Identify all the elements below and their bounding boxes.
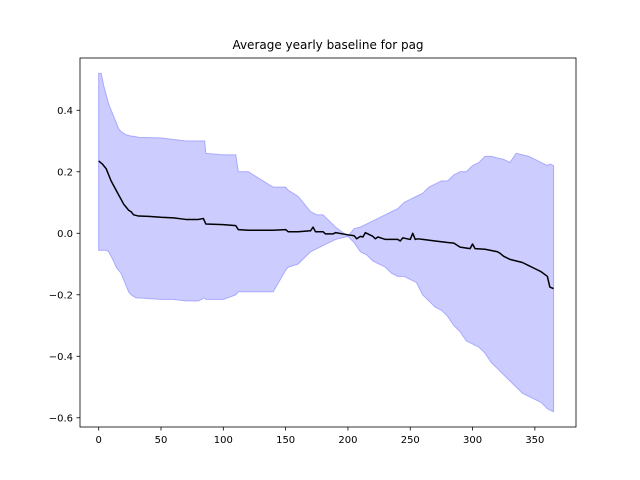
x-tick-label: 150 (276, 435, 295, 446)
y-tick-label: 0.2 (57, 167, 73, 178)
y-tick-label: 0.0 (57, 229, 73, 240)
chart-title: Average yearly baseline for pag (232, 38, 423, 52)
y-tick-label: 0.4 (57, 106, 73, 117)
axes-frame (79, 57, 577, 428)
x-tick-label: 300 (463, 435, 482, 446)
y-tick-label: −0.6 (49, 413, 73, 424)
mean-line (98, 160, 554, 290)
axes: 0 50 100 150 200 250 300 350 −0.6 −0.4 −0.2 0.0 0.2 0… (49, 57, 577, 446)
x-tick-label: 0 (96, 435, 102, 446)
plot-area (98, 72, 555, 413)
confidence-band (98, 72, 555, 413)
x-tick-label: 350 (525, 435, 544, 446)
x-tick-label: 50 (155, 435, 168, 446)
x-tick-label: 250 (401, 435, 420, 446)
x-tick-label: 200 (338, 435, 357, 446)
y-tick-label: −0.4 (49, 352, 73, 363)
x-tick-label: 100 (214, 435, 233, 446)
y-tick-label: −0.2 (49, 290, 73, 301)
